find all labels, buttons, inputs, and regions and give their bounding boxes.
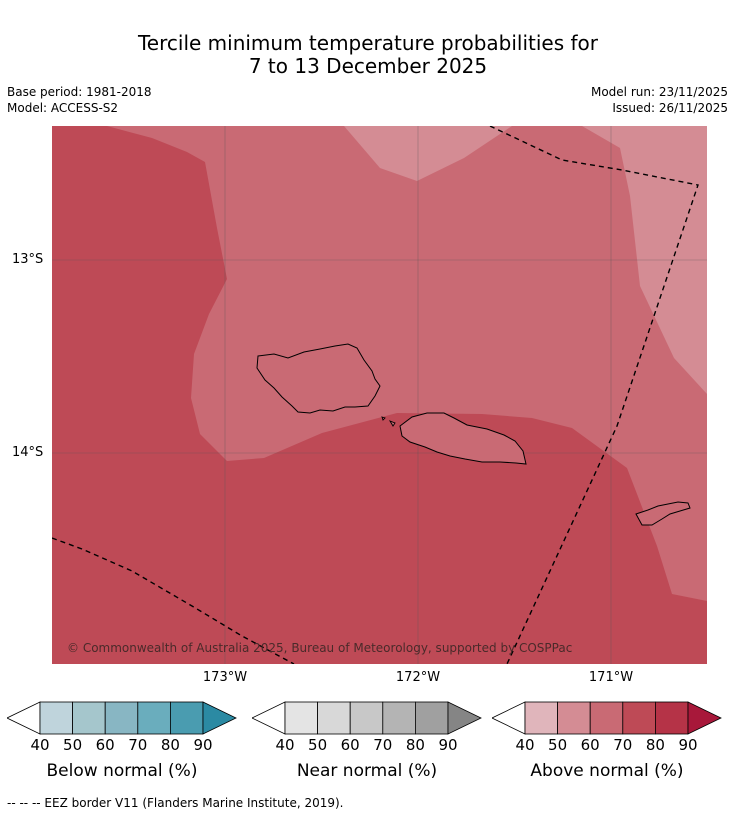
colorbar-above-title: Above normal (%): [530, 761, 684, 781]
lon-label-171w: 171°W: [588, 670, 634, 685]
meta-left: Base period: 1981-2018 Model: ACCESS-S2: [7, 84, 152, 116]
islet-apolima: [381, 416, 386, 421]
lat-label-14s: 14°S: [12, 445, 44, 460]
colorbar-cell: [349, 701, 384, 735]
colorbar-cell: [39, 701, 73, 735]
tick: 70: [613, 736, 633, 754]
tick: 40: [275, 736, 295, 754]
colorbar-end-arrow: [687, 701, 722, 735]
colorbar-cell: [169, 701, 204, 735]
eez-legend-footer: -- -- -- EEZ border V11 (Flanders Marine…: [7, 796, 344, 810]
colorbar-cell: [72, 701, 106, 735]
copyright-notice: © Commonwealth of Australia 2025, Bureau…: [67, 641, 573, 655]
colorbar-cell: [104, 701, 139, 735]
graticule: [52, 126, 707, 664]
island-tutuila: [635, 501, 691, 526]
tick: 70: [128, 736, 148, 754]
zone-above-50-top: [344, 126, 512, 181]
tick: 90: [438, 736, 458, 754]
colorbar-cell: [524, 701, 558, 735]
meta-right: Model run: 23/11/2025 Issued: 26/11/2025: [591, 84, 728, 116]
tick: 70: [373, 736, 393, 754]
colorbar-near-normal: 40 50 60 70 80 90: [251, 700, 482, 754]
colorbar-end-arrow: [447, 701, 482, 735]
tick: 90: [193, 736, 213, 754]
model-run: Model run: 23/11/2025: [590, 85, 728, 99]
tick: 80: [405, 736, 425, 754]
tick: 50: [308, 736, 328, 754]
tick: 50: [63, 736, 83, 754]
colorbar-cell: [382, 701, 416, 735]
colorbar-cell: [414, 701, 449, 735]
probability-map[interactable]: [52, 126, 707, 664]
island-upolu: [399, 412, 527, 465]
tick: 90: [678, 736, 698, 754]
colorbar-end-arrow: [202, 701, 237, 735]
colorbar-cell: [589, 701, 624, 735]
title-line-1: Tercile minimum temperature probabilitie…: [137, 31, 599, 55]
colorbar-below-ticks: 40 50 60 70 80 90: [7, 736, 237, 754]
colorbar-below-normal: 40 50 60 70 80 90: [6, 700, 237, 754]
tick: 60: [580, 736, 600, 754]
issued-date: Issued: 26/11/2025: [612, 101, 728, 115]
lon-label-172w: 172°W: [395, 670, 441, 685]
lon-label-173w: 173°W: [202, 670, 248, 685]
map-canvas: [52, 126, 707, 664]
colorbar-near-title: Near normal (%): [296, 761, 438, 781]
tick: 50: [548, 736, 568, 754]
tick: 60: [340, 736, 360, 754]
tick: 40: [515, 736, 535, 754]
title-line-2: 7 to 13 December 2025: [248, 54, 488, 78]
colorbar-cell: [317, 701, 351, 735]
island-savaii: [256, 343, 381, 414]
base-period: Base period: 1981-2018: [7, 85, 152, 99]
colorbar-near-graphic: [251, 701, 482, 735]
colorbar-below-graphic: [6, 701, 237, 735]
tick: 80: [645, 736, 665, 754]
tick: 60: [95, 736, 115, 754]
colorbar-cell: [557, 701, 591, 735]
colorbar-cell: [654, 701, 689, 735]
tick: 40: [30, 736, 50, 754]
colorbar-cell: [137, 701, 171, 735]
colorbar-above-ticks: 40 50 60 70 80 90: [492, 736, 722, 754]
colorbar-cell: [622, 701, 656, 735]
islet-manono: [388, 420, 396, 427]
colorbar-above-graphic: [491, 701, 722, 735]
eez-border: [52, 126, 699, 664]
model-name: Model: ACCESS-S2: [7, 101, 119, 115]
zone-above-60: [107, 126, 707, 601]
lat-label-13s: 13°S: [12, 252, 44, 267]
colorbar-above-normal: 40 50 60 70 80 90: [491, 700, 722, 754]
tick: 80: [160, 736, 180, 754]
colorbar-cell: [284, 701, 318, 735]
colorbar-near-ticks: 40 50 60 70 80 90: [252, 736, 482, 754]
colorbar-below-title: Below normal (%): [46, 761, 198, 781]
